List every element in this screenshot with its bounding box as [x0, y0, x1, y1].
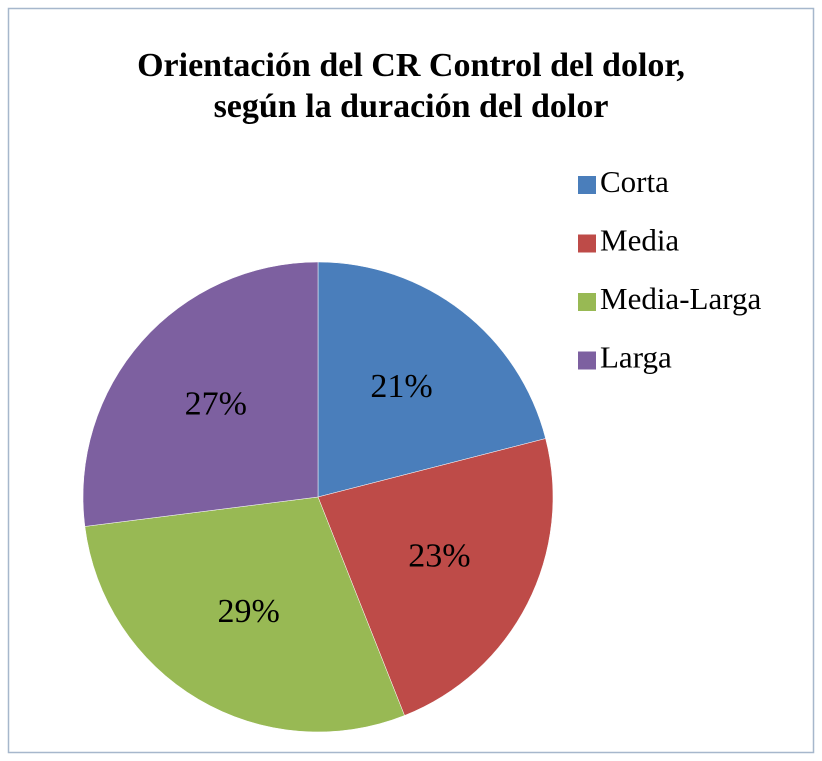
data-label: 21% [370, 368, 432, 405]
legend-swatch [578, 234, 596, 253]
legend-label: Media-Larga [600, 281, 761, 316]
legend-swatch [578, 351, 596, 370]
legend-swatch [578, 176, 596, 194]
pie-slice [84, 496, 405, 733]
data-label: 27% [185, 386, 247, 423]
pie-slice [317, 438, 554, 716]
pie-slice [82, 261, 319, 527]
chart-title: según la duración del dolor [214, 88, 609, 125]
pie-slice [317, 261, 546, 498]
legend-swatch [578, 293, 596, 311]
data-label: 29% [217, 593, 279, 630]
legend-label: Larga [600, 340, 672, 375]
chart-title: Orientación del CR Control del dolor, [137, 47, 685, 84]
legend-label: Media [600, 223, 679, 258]
legend-label: Corta [600, 164, 669, 199]
data-label: 23% [408, 538, 470, 575]
